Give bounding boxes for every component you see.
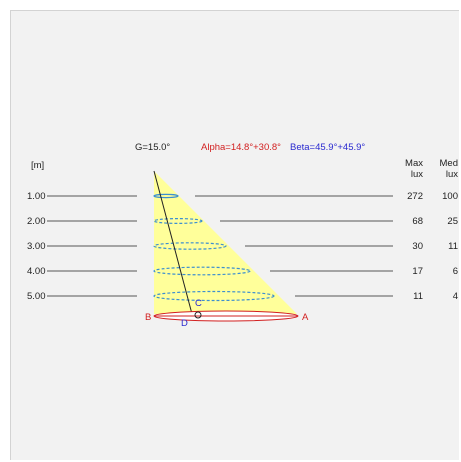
diagram-panel: G=15.0° Alpha=14.8°+30.8° Beta=45.9°+45.… [10,10,459,460]
med-lux-header-unit: lux [446,169,458,180]
row-med-lux: 100 [442,191,458,202]
light-cone [154,171,297,314]
unit-label: [m] [31,160,44,171]
row-max-lux: 30 [412,241,423,252]
distance-rows: 1.00 272 100 2.00 68 25 3.00 30 [27,191,458,302]
isolux-ellipse [153,242,227,250]
point-c-label: C [195,298,202,309]
row-distance: 5.00 [27,291,46,302]
g-angle-label: G=15.0° [135,142,170,153]
beam-axis-line [153,170,193,315]
point-a-label: A [302,312,309,323]
isolux-ellipse [153,266,251,276]
row-med-lux: 4 [453,291,458,302]
row-med-lux: 6 [453,266,458,277]
point-b-label: B [145,312,151,323]
isolux-ellipse [153,290,275,302]
isolux-ellipse [153,218,203,225]
row-med-lux: 11 [448,241,458,252]
row-distance: 2.00 [27,216,46,227]
isolux-ellipse [153,193,179,199]
row-4: 4.00 17 6 [27,266,458,277]
row-2: 2.00 68 25 [27,216,458,227]
row-max-lux: 68 [412,216,423,227]
row-med-lux: 25 [447,216,458,227]
beta-label: Beta=45.9°+45.9° [290,142,365,153]
row-distance: 4.00 [27,266,46,277]
row-max-lux: 11 [413,291,423,302]
point-d-label: D [181,318,188,329]
alpha-label: Alpha=14.8°+30.8° [201,142,281,153]
row-max-lux: 272 [407,191,423,202]
row-1: 1.00 272 100 [27,191,458,202]
light-cone-diagram: G=15.0° Alpha=14.8°+30.8° Beta=45.9°+45.… [27,142,458,329]
max-lux-header: Max [405,158,423,169]
row-3: 3.00 30 11 [27,241,458,252]
row-distance: 3.00 [27,241,46,252]
row-max-lux: 17 [412,266,423,277]
row-distance: 1.00 [27,191,46,202]
row-5: 5.00 11 4 [27,290,458,302]
max-lux-header-unit: lux [411,169,423,180]
med-lux-header: Med [440,158,458,169]
center-point-marker [194,311,202,319]
